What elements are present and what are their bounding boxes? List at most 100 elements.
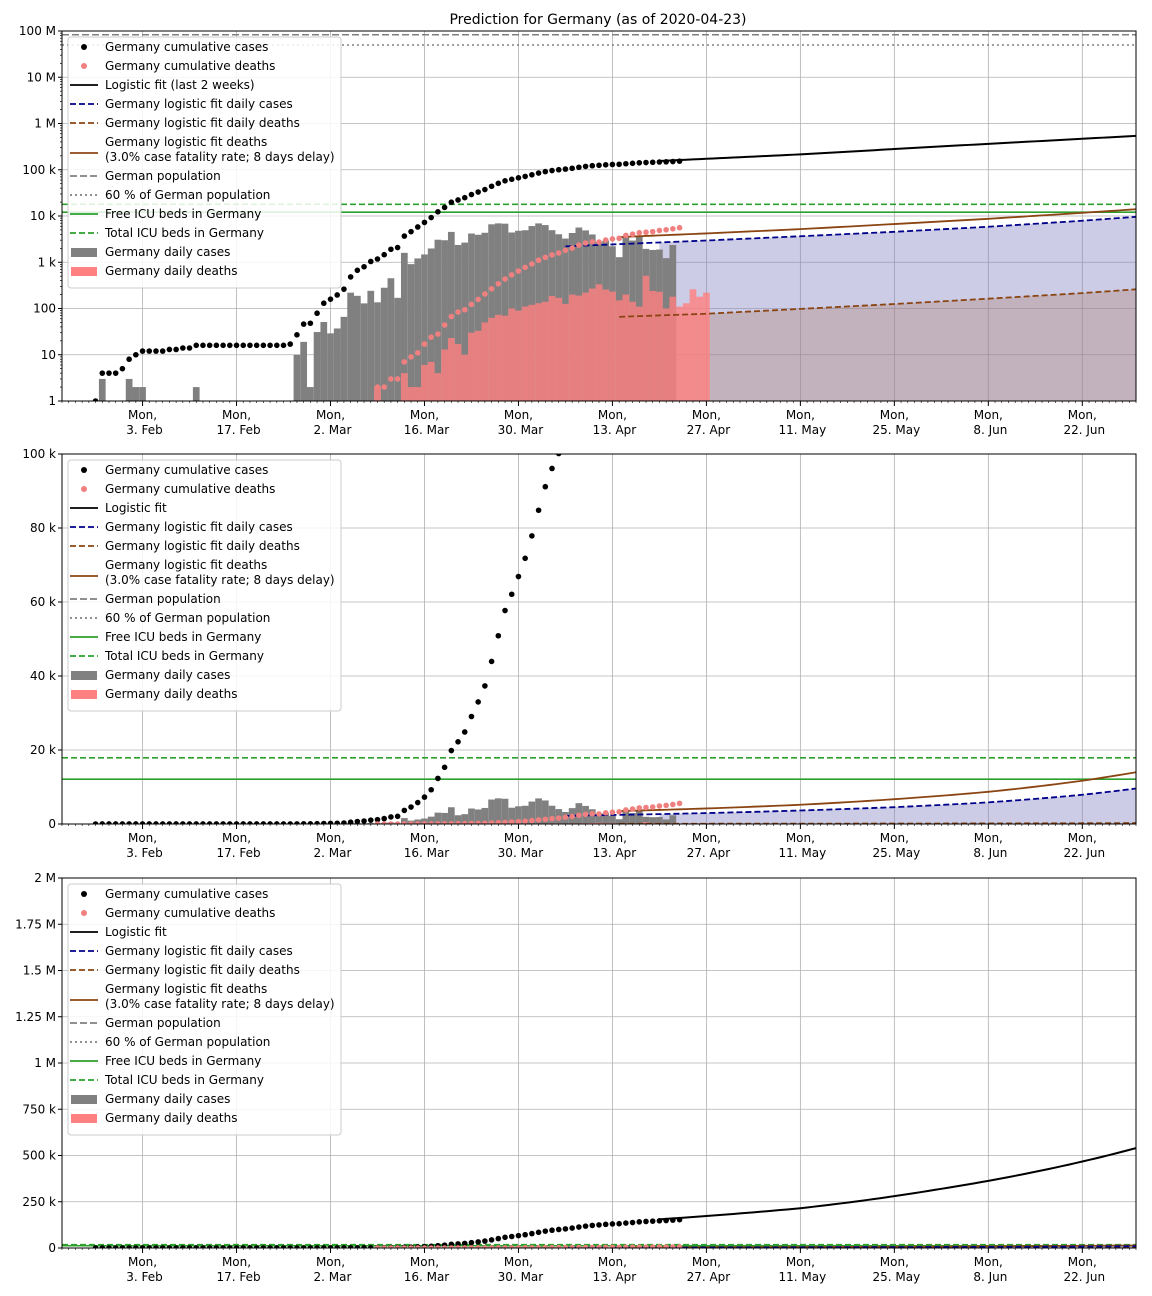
- cumulative-cases-point: [670, 1217, 676, 1223]
- cumulative-cases-point: [233, 1245, 240, 1248]
- x-tick-label: Mon,: [222, 408, 251, 422]
- daily-cases-bar: [307, 387, 314, 401]
- legend-box: [67, 459, 342, 712]
- cumulative-cases-point: [119, 821, 126, 824]
- cumulative-deaths-point: [596, 811, 602, 817]
- cumulative-cases-point: [421, 794, 428, 800]
- daily-deaths-bar: [649, 290, 657, 401]
- cumulative-cases-point: [535, 170, 542, 176]
- cumulative-cases-point: [649, 1218, 656, 1224]
- cumulative-cases-point: [602, 162, 609, 168]
- cumulative-deaths-point: [529, 261, 535, 267]
- cumulative-deaths-point: [609, 809, 616, 815]
- x-tick-label: 8. Jun: [973, 1270, 1007, 1284]
- cumulative-deaths-point: [649, 228, 656, 235]
- cumulative-deaths-point: [475, 820, 481, 824]
- legend-label: Germany cumulative deaths: [105, 482, 275, 496]
- cumulative-deaths-point: [542, 254, 549, 261]
- cumulative-deaths-point: [629, 1244, 636, 1248]
- cumulative-cases-point: [495, 1235, 502, 1242]
- legend-marker: [81, 891, 87, 897]
- cumulative-deaths-point: [381, 821, 387, 824]
- cumulative-deaths-point: [414, 821, 421, 824]
- y-tick-label: 10 k: [30, 209, 56, 223]
- x-tick-label: 17. Feb: [216, 1270, 260, 1284]
- cumulative-cases-point: [227, 342, 233, 349]
- cumulative-deaths-point: [394, 821, 401, 824]
- cumulative-cases-point: [522, 173, 528, 180]
- daily-cases-bar: [387, 278, 395, 401]
- cumulative-cases-point: [408, 228, 414, 235]
- cumulative-deaths-point: [468, 1245, 475, 1248]
- cumulative-cases-point: [361, 1245, 367, 1248]
- cumulative-cases-point: [388, 814, 394, 820]
- y-tick-label: 80 k: [30, 521, 56, 535]
- cumulative-deaths-point: [508, 272, 515, 278]
- y-tick-label: 0: [48, 1241, 56, 1255]
- cumulative-cases-point: [515, 175, 522, 181]
- daily-cases-bar: [441, 240, 448, 401]
- cumulative-cases-point: [347, 274, 354, 280]
- cumulative-cases-point: [133, 351, 139, 358]
- cumulative-cases-point: [616, 1220, 622, 1227]
- x-tick-label: Mon,: [692, 1255, 721, 1269]
- legend-label: Logistic fit: [105, 501, 167, 515]
- cumulative-cases-point: [240, 1245, 247, 1248]
- cumulative-cases-point: [609, 161, 616, 168]
- cumulative-deaths-point: [381, 384, 388, 390]
- daily-deaths-bar: [548, 295, 556, 401]
- cumulative-cases-point: [388, 246, 394, 253]
- daily-deaths-bar: [521, 306, 529, 401]
- cumulative-cases-point: [119, 365, 126, 372]
- plot-area: [62, 33, 1136, 401]
- x-tick-label: Mon,: [880, 408, 909, 422]
- cumulative-cases-point: [126, 1245, 132, 1248]
- cumulative-cases-point: [394, 244, 401, 251]
- legend-marker: [71, 267, 97, 276]
- x-tick-label: 11. May: [779, 1270, 827, 1284]
- daily-cases-bar: [481, 807, 489, 824]
- cumulative-cases-point: [186, 1245, 193, 1248]
- daily-cases-bar: [541, 800, 549, 824]
- daily-cases-bar: [380, 287, 388, 401]
- legend-marker: [71, 671, 97, 680]
- cumulative-deaths-point: [636, 229, 643, 236]
- x-tick-label: 3. Feb: [126, 846, 163, 860]
- cumulative-cases-point: [99, 1245, 106, 1248]
- cumulative-cases-point: [455, 739, 461, 745]
- cumulative-cases-point: [327, 296, 334, 302]
- x-tick-label: Mon,: [880, 831, 909, 845]
- cumulative-deaths-point: [569, 813, 575, 820]
- cumulative-deaths-point: [408, 354, 414, 360]
- daily-deaths-bar: [541, 301, 549, 401]
- cumulative-deaths-point: [643, 1244, 649, 1248]
- cumulative-deaths-point: [435, 821, 441, 824]
- legend-label: Germany daily cases: [105, 1092, 230, 1106]
- daily-deaths-bar: [642, 275, 650, 401]
- cumulative-deaths-point: [441, 1245, 448, 1248]
- cumulative-cases-point: [589, 1222, 596, 1229]
- x-tick-label: 16. Mar: [404, 423, 450, 437]
- cumulative-cases-point: [475, 1239, 481, 1245]
- cumulative-deaths-point: [663, 802, 669, 809]
- y-tick-label: 10 M: [27, 70, 56, 84]
- daily-cases-bar: [98, 378, 106, 401]
- cumulative-cases-point: [475, 699, 481, 705]
- cumulative-deaths-point: [649, 804, 656, 810]
- cumulative-cases-point: [414, 799, 421, 806]
- legend-label: Germany logistic fit daily deaths: [105, 963, 300, 977]
- daily-deaths-bar: [575, 295, 583, 401]
- daily-cases-bar: [340, 316, 348, 401]
- daily-cases-bar: [353, 295, 361, 401]
- cumulative-deaths-point: [428, 821, 434, 824]
- cumulative-deaths-point: [555, 250, 562, 256]
- cumulative-cases-point: [455, 1241, 461, 1247]
- legend-label: 60 % of German population: [105, 188, 270, 202]
- daily-deaths-bar: [441, 349, 448, 401]
- x-tick-label: 3. Feb: [126, 1270, 163, 1284]
- x-tick-label: 22. Jun: [1063, 846, 1105, 860]
- cumulative-cases-point: [569, 165, 575, 172]
- cumulative-deaths-point: [589, 810, 596, 817]
